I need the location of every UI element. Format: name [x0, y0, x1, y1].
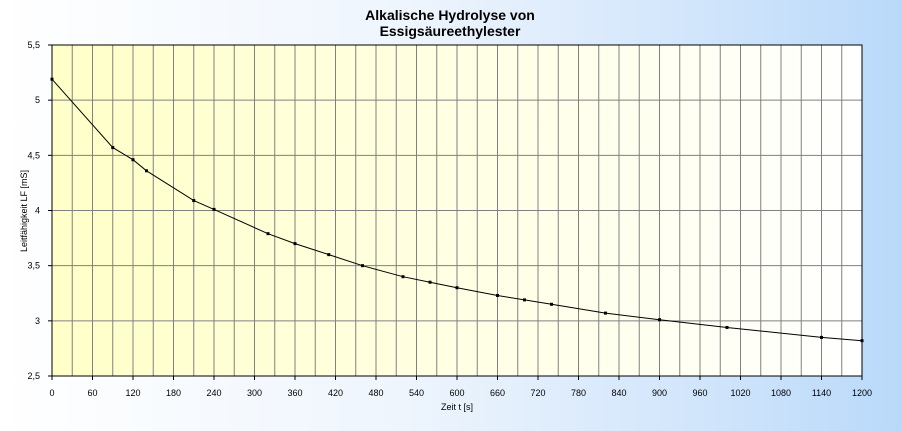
data-point	[192, 199, 196, 203]
x-tick-label: 240	[206, 388, 221, 398]
y-axis-label: Leitfähigkeit LF [mS]	[19, 170, 29, 252]
x-axis-ticks: 0 60 120 180 240 300 360 420 480 540 600 660 720 780 8…	[49, 376, 872, 398]
data-point	[550, 302, 553, 306]
y-tick-label: 4	[35, 206, 40, 216]
data-point	[293, 242, 297, 246]
y-tick-label: 5	[35, 95, 40, 105]
data-point	[820, 335, 823, 339]
y-axis-ticks: 2,5 3 3,5 4 4,5 5 5,5	[27, 40, 52, 381]
y-tick-label: 5,5	[27, 40, 40, 50]
x-tick-label: 540	[409, 388, 424, 398]
data-point	[266, 232, 270, 236]
x-tick-label: 1020	[730, 388, 750, 398]
y-tick-label: 2,5	[27, 371, 40, 381]
x-tick-label: 1080	[771, 388, 791, 398]
x-tick-label: 0	[49, 388, 54, 398]
data-point	[604, 311, 607, 315]
x-tick-label: 60	[87, 388, 97, 398]
x-tick-label: 480	[368, 388, 383, 398]
chart-title-line1: Alkalische Hydrolyse von	[365, 7, 535, 23]
x-tick-label: 1200	[852, 388, 872, 398]
data-point	[111, 146, 115, 150]
data-point	[361, 264, 364, 268]
data-point	[496, 293, 499, 297]
x-tick-label: 420	[328, 388, 343, 398]
data-point	[212, 207, 216, 211]
data-point	[145, 169, 148, 173]
x-tick-label: 720	[530, 388, 545, 398]
x-tick-label: 120	[125, 388, 140, 398]
data-point	[523, 298, 526, 302]
x-tick-label: 600	[449, 388, 464, 398]
x-tick-label: 660	[490, 388, 505, 398]
x-axis-label: Zeit t [s]	[441, 402, 473, 412]
x-tick-label: 300	[247, 388, 262, 398]
data-point	[401, 275, 405, 279]
data-point	[428, 280, 432, 284]
x-tick-label: 1140	[812, 388, 831, 398]
x-tick-label: 360	[287, 388, 302, 398]
x-tick-label: 180	[166, 388, 181, 398]
grid	[52, 45, 862, 376]
x-tick-label: 900	[652, 388, 667, 398]
y-tick-label: 3,5	[27, 261, 40, 271]
data-point	[725, 325, 729, 329]
x-tick-label: 780	[571, 388, 586, 398]
data-point	[455, 286, 459, 290]
data-point	[131, 158, 135, 162]
x-tick-label: 960	[692, 388, 707, 398]
x-tick-label: 840	[611, 388, 626, 398]
y-tick-label: 4,5	[27, 150, 40, 160]
data-point	[658, 318, 661, 322]
chart-title-line2: Essigsäureethylester	[380, 23, 521, 39]
y-tick-label: 3	[35, 316, 40, 326]
plot-border	[51, 44, 863, 377]
data-point	[327, 253, 331, 257]
